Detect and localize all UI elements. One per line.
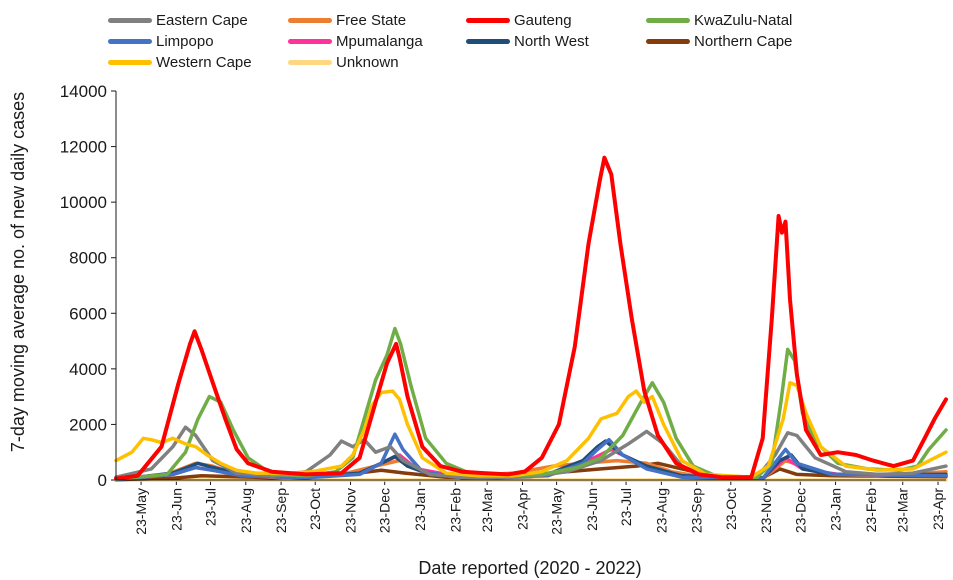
y-tick-label: 2000: [69, 415, 107, 434]
x-tick-label: 23-Jan: [412, 488, 428, 531]
x-tick-label: 23-Apr: [930, 488, 946, 530]
legend-label: KwaZulu-Natal: [694, 12, 793, 29]
x-tick-label: 23-Jul: [618, 488, 634, 526]
y-tick-label: 12000: [60, 138, 107, 157]
y-tick-label: 14000: [60, 82, 107, 101]
legend-row: Western Cape Unknown: [108, 52, 948, 73]
legend-swatch: [646, 18, 690, 23]
legend-item: Eastern Cape: [108, 10, 248, 31]
legend-row: Eastern Cape Free State Gauteng KwaZulu-Nat…: [108, 10, 948, 31]
x-tick-label: 23-Jun: [584, 488, 600, 531]
legend-item: Unknown: [288, 52, 399, 73]
x-tick-label: 23-Apr: [514, 488, 530, 530]
y-tick-label: 10000: [60, 193, 107, 212]
series-line-gauteng: [114, 155, 948, 481]
x-tick-label: 23-Sep: [273, 488, 289, 533]
legend-label: Limpopo: [156, 33, 214, 50]
legend-label: Free State: [336, 12, 407, 29]
x-axis-title: Date reported (2020 - 2022): [418, 558, 641, 578]
legend-swatch: [646, 39, 690, 44]
legend-item: Northern Cape: [646, 31, 792, 52]
legend-label: Eastern Cape: [156, 12, 248, 29]
x-tick-label: 23-Jun: [168, 488, 184, 531]
legend-item: KwaZulu-Natal: [646, 10, 792, 31]
y-axis-ticks: 0 2000 4000 6000 8000 10000 12000 14000: [60, 82, 116, 490]
legend-swatch: [108, 60, 152, 65]
x-tick-label: 23-May: [549, 488, 565, 535]
legend-swatch: [288, 39, 332, 44]
legend-label: North West: [514, 33, 589, 50]
x-tick-label: 23-Jan: [828, 488, 844, 531]
x-tick-label: 23-Aug: [653, 488, 669, 533]
series-line-western-cape: [114, 381, 948, 479]
legend-label: Gauteng: [514, 12, 572, 29]
series-lines: [114, 155, 948, 482]
y-tick-label: 8000: [69, 249, 107, 268]
legend-swatch: [288, 60, 332, 65]
x-tick-label: 23-Nov: [758, 488, 774, 533]
legend-swatch: [466, 39, 510, 44]
x-tick-label: 23-Mar: [895, 488, 911, 533]
y-tick-label: 6000: [69, 304, 107, 323]
x-tick-label: 23-Mar: [479, 488, 495, 533]
legend-item: Mpumalanga: [288, 31, 423, 52]
y-tick-label: 0: [98, 471, 107, 490]
legend-item: Limpopo: [108, 31, 214, 52]
legend-swatch: [108, 39, 152, 44]
x-tick-label: 23-Nov: [343, 488, 359, 533]
x-tick-label: 23-May: [133, 488, 149, 535]
legend-item: Western Cape: [108, 52, 252, 73]
legend-swatch: [108, 18, 152, 23]
legend-item: North West: [466, 31, 589, 52]
x-tick-label: 23-Sep: [689, 488, 705, 533]
y-axis-title: 7-day moving average no. of new daily ca…: [8, 92, 28, 452]
y-tick-label: 4000: [69, 360, 107, 379]
x-tick-label: 23-Aug: [238, 488, 254, 533]
legend-label: Unknown: [336, 54, 399, 71]
x-axis-ticks: 23-May 23-Jun 23-Jul 23-Aug 23-Sep 23-Oct 23-N…: [133, 480, 946, 535]
x-tick-label: 23-Jul: [202, 488, 218, 526]
x-tick-label: 23-Oct: [723, 488, 739, 530]
legend-item: Gauteng: [466, 10, 572, 31]
x-tick-label: 23-Oct: [307, 488, 323, 530]
chart-legend: Eastern Cape Free State Gauteng KwaZulu-Nat…: [108, 10, 948, 73]
x-tick-label: 23-Feb: [863, 488, 879, 533]
x-tick-label: 23-Dec: [792, 488, 808, 533]
legend-item: Free State: [288, 10, 406, 31]
legend-swatch: [288, 18, 332, 23]
legend-row: Limpopo Mpumalanga North West Northern Cape: [108, 31, 948, 52]
x-tick-label: 23-Feb: [447, 488, 463, 533]
legend-label: Mpumalanga: [336, 33, 423, 50]
x-tick-label: 23-Dec: [377, 488, 393, 533]
legend-label: Northern Cape: [694, 33, 793, 50]
legend-swatch: [466, 18, 510, 23]
legend-label: Western Cape: [156, 54, 252, 71]
